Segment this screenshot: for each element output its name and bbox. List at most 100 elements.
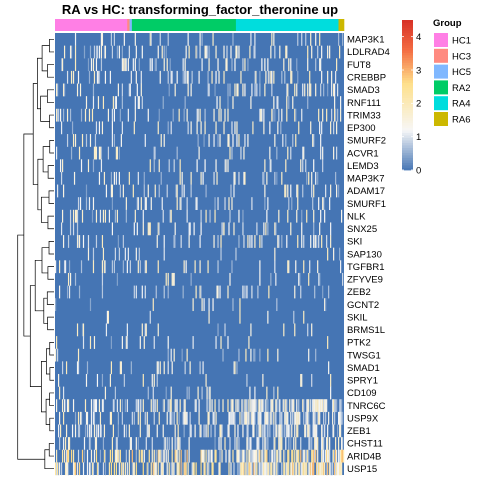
heatmap-cell bbox=[77, 424, 80, 438]
heatmap-cell bbox=[167, 33, 169, 46]
heatmap-cell bbox=[178, 462, 180, 476]
heatmap-cell bbox=[169, 58, 171, 72]
heatmap-cell bbox=[167, 449, 169, 463]
heatmap-cell bbox=[208, 134, 210, 147]
heatmap-cell bbox=[92, 58, 95, 72]
heatmap-cell bbox=[257, 411, 259, 425]
heatmap-cell bbox=[98, 146, 101, 160]
heatmap-cell bbox=[337, 108, 339, 122]
heatmap-cell bbox=[59, 159, 62, 173]
heatmap-cell bbox=[166, 58, 168, 72]
heatmap-cell bbox=[228, 197, 230, 210]
heatmap-cell bbox=[319, 462, 321, 476]
heatmap-cell bbox=[161, 462, 163, 476]
heatmap-cell bbox=[305, 33, 307, 46]
heatmap-cell bbox=[294, 323, 296, 337]
heatmap-cell bbox=[138, 449, 140, 463]
heatmap-cell bbox=[188, 45, 190, 59]
heatmap-cell bbox=[269, 159, 271, 173]
heatmap-cell bbox=[111, 121, 113, 135]
heatmap-cell bbox=[82, 336, 85, 349]
heatmap-cell bbox=[133, 462, 135, 476]
heatmap-cell bbox=[106, 310, 109, 324]
heatmap-cell bbox=[224, 197, 226, 210]
heatmap-cell bbox=[163, 361, 165, 375]
heatmap-cell bbox=[292, 411, 294, 425]
heatmap-cell bbox=[102, 462, 105, 476]
heatmap-cell bbox=[93, 399, 96, 413]
heatmap-cell bbox=[170, 399, 172, 413]
heatmap-cell bbox=[68, 285, 71, 299]
heatmap-cell bbox=[231, 58, 233, 72]
heatmap-cell bbox=[110, 462, 113, 476]
heatmap-cell bbox=[174, 437, 176, 450]
heatmap-cell bbox=[204, 159, 206, 173]
heatmap-cell bbox=[223, 121, 225, 135]
heatmap-cell bbox=[296, 399, 298, 413]
heatmap-cell bbox=[243, 235, 245, 248]
heatmap-cell bbox=[251, 449, 253, 463]
heatmap-cell bbox=[256, 399, 258, 413]
heatmap-cell bbox=[93, 336, 96, 349]
heatmap-cell bbox=[343, 449, 345, 463]
heatmap-cell bbox=[140, 70, 142, 84]
heatmap-cell bbox=[205, 45, 207, 59]
heatmap-cell bbox=[219, 462, 221, 476]
heatmap-cell bbox=[85, 134, 88, 147]
heatmap-cell bbox=[242, 222, 244, 236]
heatmap-cell bbox=[92, 247, 95, 261]
heatmap-cell bbox=[288, 437, 290, 450]
heatmap-cell bbox=[199, 235, 201, 248]
heatmap-cell bbox=[95, 424, 98, 438]
heatmap-cell bbox=[312, 399, 314, 413]
heatmap-cell bbox=[220, 437, 222, 450]
heatmap-cell bbox=[127, 108, 129, 122]
heatmap-cell bbox=[263, 424, 265, 438]
heatmap-cell bbox=[214, 83, 216, 97]
heatmap-cell bbox=[145, 197, 147, 210]
heatmap-cell bbox=[73, 462, 76, 476]
heatmap-cell bbox=[202, 171, 204, 185]
heatmap-cell bbox=[211, 70, 213, 84]
heatmap-cell bbox=[90, 449, 93, 463]
heatmap-cell bbox=[130, 437, 132, 450]
heatmap-cell bbox=[95, 146, 98, 160]
heatmap-cell bbox=[277, 121, 279, 135]
heatmap-cell bbox=[153, 399, 155, 413]
dendrogram-branch bbox=[48, 241, 54, 255]
heatmap-cell bbox=[189, 361, 191, 375]
heatmap-cell bbox=[244, 411, 246, 425]
heatmap-cell bbox=[201, 298, 203, 312]
heatmap-cell bbox=[169, 411, 171, 425]
heatmap-cell bbox=[196, 197, 198, 210]
heatmap-cell bbox=[332, 411, 334, 425]
heatmap-cell bbox=[342, 449, 344, 463]
heatmap-cell bbox=[168, 437, 170, 450]
heatmap-cell bbox=[252, 399, 254, 413]
heatmap-cell bbox=[290, 462, 292, 476]
row-label: PTK2 bbox=[347, 338, 371, 349]
row-label: SMURF2 bbox=[347, 136, 386, 147]
heatmap-cell bbox=[113, 399, 115, 413]
heatmap-cell bbox=[138, 96, 140, 109]
heatmap-cell bbox=[77, 235, 80, 248]
heatmap-cell bbox=[330, 121, 332, 135]
heatmap-cell bbox=[231, 260, 233, 274]
heatmap-cell bbox=[92, 83, 95, 97]
heatmap-cell bbox=[202, 361, 204, 375]
heatmap-cell bbox=[163, 58, 165, 72]
heatmap-cell bbox=[128, 171, 130, 185]
heatmap-cell bbox=[156, 373, 158, 387]
dendrogram-branch bbox=[41, 360, 47, 413]
heatmap-cell bbox=[206, 386, 208, 400]
row-label: ADAM17 bbox=[347, 186, 385, 197]
heatmap-cell bbox=[89, 424, 92, 438]
heatmap-cell bbox=[107, 146, 110, 160]
heatmap-cell bbox=[249, 462, 251, 476]
color-bar-segment bbox=[402, 70, 413, 73]
heatmap-cell bbox=[124, 399, 126, 413]
color-bar-segment bbox=[402, 130, 413, 133]
heatmap-cell bbox=[267, 437, 269, 450]
heatmap-cell bbox=[280, 449, 282, 463]
heatmap-cell bbox=[204, 45, 206, 59]
